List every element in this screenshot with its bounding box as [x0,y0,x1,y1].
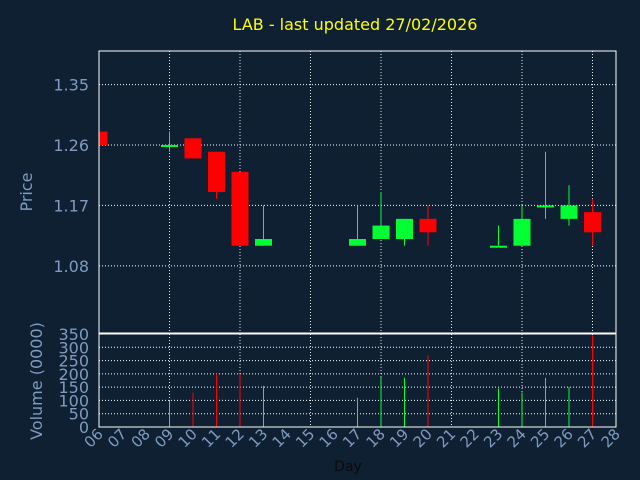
x-tick-label: 21 [433,425,459,451]
candle-body [584,212,601,233]
volume-tick-label: 350 [58,325,89,344]
x-tick-label: 22 [457,425,483,451]
x-axis-label: Day [334,459,362,475]
x-tick-label: 12 [222,425,248,451]
volume-tick-label: 250 [58,352,89,371]
volume-panel-frame [98,333,617,428]
x-tick-label: 15 [292,425,318,451]
x-tick-label: 11 [198,425,224,451]
x-tick-label: 14 [269,425,295,451]
candle-body [231,171,249,246]
candle-body [349,239,366,246]
candle-body [537,205,554,208]
x-tick-label: 18 [363,425,389,451]
price-panel-frame [98,50,617,334]
candle-body [99,131,108,145]
x-tick-label: 19 [386,425,412,451]
candle-body [184,138,202,159]
candle-body [208,151,225,192]
x-tick-label: 20 [410,425,436,451]
price-tick-label: 1.17 [53,196,89,215]
x-tick-label: 08 [128,425,154,451]
price-tick-label: 1.08 [53,257,89,276]
x-tick-label: 27 [574,425,600,451]
volume-axis-label: Volume (0000) [27,322,46,440]
volume-tick-label: 100 [58,391,89,410]
candle-body [255,239,272,246]
candle-body [560,205,578,219]
price-tick-label: 1.26 [53,136,89,155]
volume-tick-label: 50 [69,405,89,424]
candle-body [372,225,390,239]
chart-title: LAB - last updated 27/02/2026 [233,15,478,34]
x-tick-label: 13 [245,425,271,451]
volume-tick-label: 150 [58,378,89,397]
candle-body [419,218,437,233]
x-tick-label: 07 [104,425,130,451]
x-tick-label: 10 [175,425,201,451]
volume-tick-label: 0 [79,418,89,437]
x-tick-label: 25 [527,425,553,451]
candle-body [490,245,507,248]
candle-body [161,145,178,147]
volume-tick-label: 300 [58,338,89,357]
volume-tick-label: 200 [58,365,89,384]
x-tick-label: 24 [504,425,530,451]
price-axis-label: Price [17,172,36,211]
x-tick-label: 28 [598,425,624,451]
x-tick-label: 23 [480,425,506,451]
x-tick-label: 26 [551,425,577,451]
price-tick-label: 1.35 [53,76,89,95]
x-tick-label: 09 [151,425,177,451]
x-tick-label: 17 [339,425,365,451]
x-tick-label: 16 [316,425,342,451]
candle-body [396,218,413,239]
candle-body [513,218,531,246]
